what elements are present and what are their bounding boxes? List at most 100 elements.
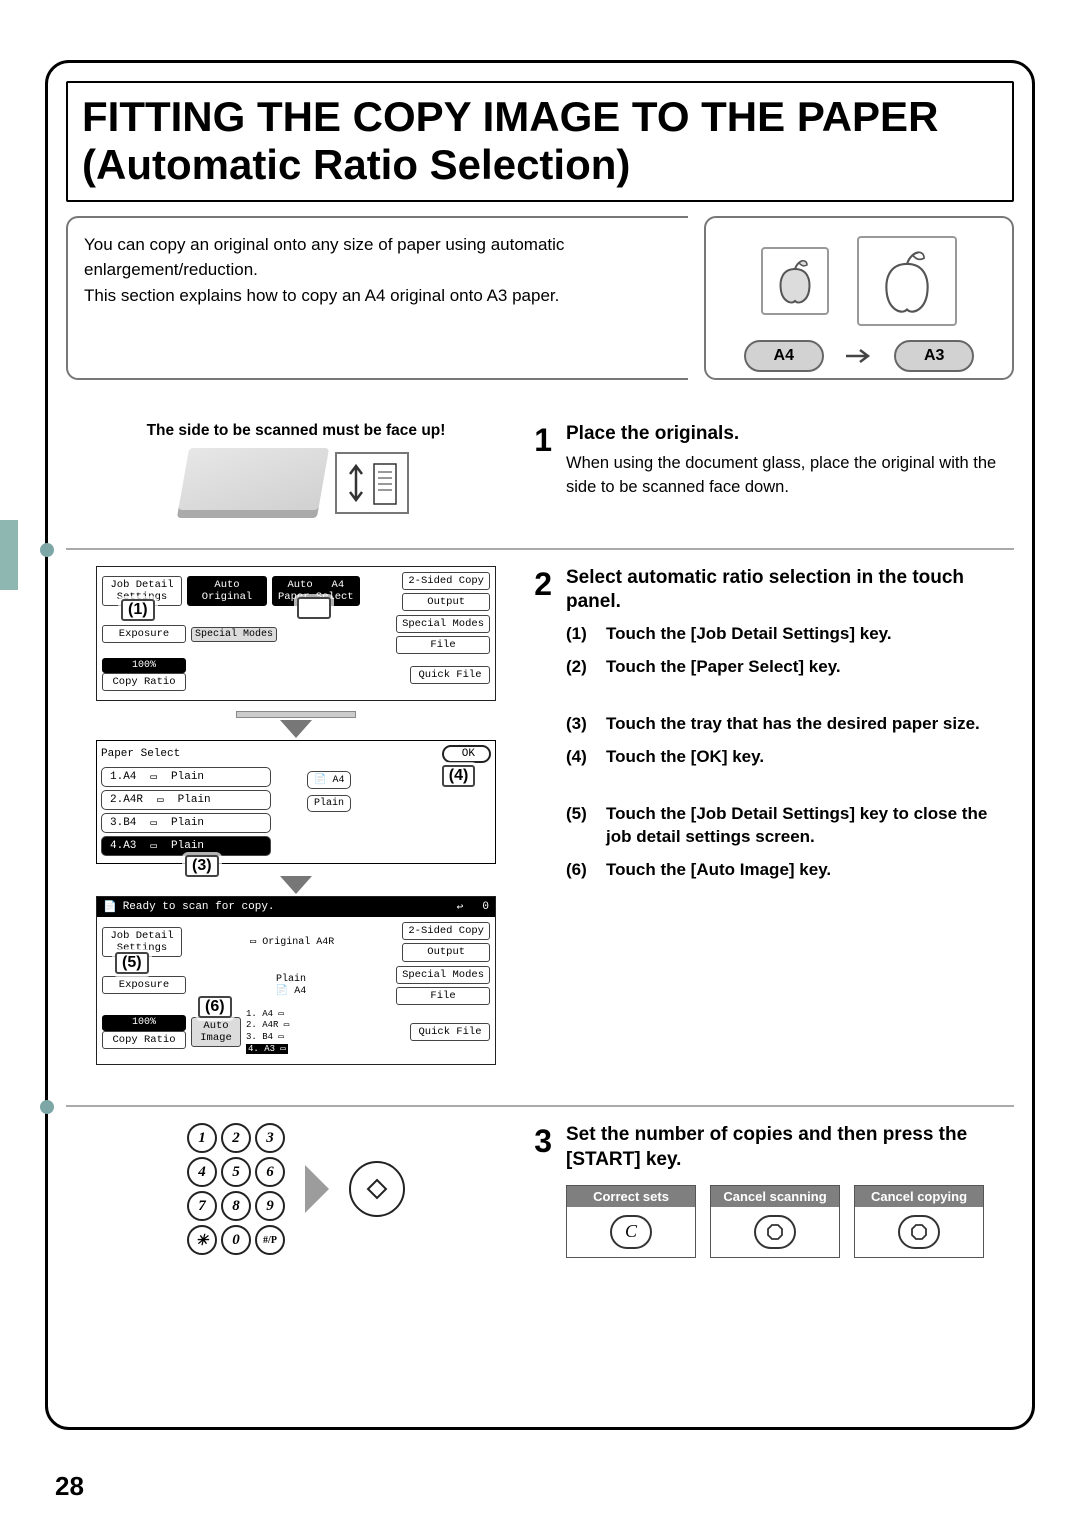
sub-item-3: (3)Touch the tray that has the desired p…: [566, 713, 1014, 736]
down-arrow-icon: [280, 876, 312, 894]
intro-line1: You can copy an original onto any size o…: [84, 232, 672, 283]
size-a4: A4: [744, 340, 824, 372]
quick-file-button[interactable]: Quick File: [410, 666, 490, 684]
output-button-2[interactable]: Output: [402, 943, 490, 961]
key-4[interactable]: 4: [187, 1157, 217, 1187]
special-modes-button-2[interactable]: Special Modes: [396, 966, 490, 984]
tray-4-selected[interactable]: 4.A3▭Plain: [101, 836, 271, 856]
down-arrow-icon: [280, 720, 312, 738]
plain-label: Plain: [276, 974, 306, 985]
exposure-button-2[interactable]: Exposure: [102, 976, 186, 994]
sub-item-1: (1)Touch the [Job Detail Settings] key.: [566, 623, 1014, 646]
step-3-title: Set the number of copies and then press …: [566, 1123, 1014, 1172]
apple-icon: [875, 244, 939, 318]
start-button[interactable]: [349, 1161, 405, 1217]
step-1-num: 1: [526, 422, 552, 511]
auto-image-button[interactable]: AutoImage (6): [191, 1017, 241, 1047]
tray-1[interactable]: 1.A4▭Plain: [101, 767, 271, 787]
sub-item-5: (5)Touch the [Job Detail Settings] key t…: [566, 803, 1014, 849]
quick-file-button-2[interactable]: Quick File: [410, 1023, 490, 1041]
step-1-desc: When using the document glass, place the…: [566, 452, 1014, 500]
cancel-scanning-hdr: Cancel scanning: [711, 1186, 839, 1207]
page-title: FITTING THE COPY IMAGE TO THE PAPER (Aut…: [82, 93, 998, 190]
cancel-copying-box: Cancel copying: [854, 1185, 984, 1258]
key-6[interactable]: 6: [255, 1157, 285, 1187]
page-number: 28: [55, 1471, 84, 1502]
job-detail-settings-button[interactable]: Job DetailSettings (1): [102, 576, 182, 606]
key-1[interactable]: 1: [187, 1123, 217, 1153]
key-hash-p[interactable]: #/P: [255, 1225, 285, 1255]
copy-ratio-value: 100%: [102, 658, 186, 674]
touch-panel-2: 📄 Ready to scan for copy. ↩ 0 Job Detail…: [96, 896, 496, 1065]
ok-button[interactable]: OK (4): [442, 745, 491, 763]
start-diamond-icon: [366, 1178, 388, 1200]
stop-key-2[interactable]: [898, 1215, 940, 1249]
numeric-keypad: 1 2 3 4 5 6 7 8 9 ✳ 0 #/P: [187, 1123, 285, 1255]
paper-select-header: Paper Select: [101, 748, 180, 760]
document-feed-icon: [335, 452, 409, 514]
ok-label: OK: [462, 748, 475, 760]
copies-count: 0: [482, 901, 489, 913]
correct-sets-box: Correct sets C: [566, 1185, 696, 1258]
job-detail-settings-button-2[interactable]: Job DetailSettings (5): [102, 927, 182, 957]
key-2[interactable]: 2: [221, 1123, 251, 1153]
copy-ratio-button[interactable]: Copy Ratio: [102, 673, 186, 691]
exposure-button[interactable]: Exposure: [102, 625, 186, 643]
file-button[interactable]: File: [396, 636, 490, 654]
original-label: Original A4R: [262, 937, 334, 948]
callout-1: (1): [121, 599, 155, 621]
callout-6: (6): [198, 996, 232, 1018]
stop-icon: [766, 1223, 784, 1241]
correct-sets-hdr: Correct sets: [567, 1186, 695, 1207]
touch-panel-1: Job DetailSettings (1) AutoOriginal Auto…: [96, 566, 496, 702]
key-5[interactable]: 5: [221, 1157, 251, 1187]
step-1-row: The side to be scanned must be face up! …: [66, 406, 1014, 548]
scan-caption: The side to be scanned must be face up!: [147, 422, 446, 440]
intro-line2: This section explains how to copy an A4 …: [84, 283, 672, 309]
key-3[interactable]: 3: [255, 1123, 285, 1153]
sub-item-6: (6)Touch the [Auto Image] key.: [566, 859, 1014, 882]
divider-dot-icon: [40, 1100, 54, 1114]
stop-key-1[interactable]: [754, 1215, 796, 1249]
tray-2[interactable]: 2.A4R▭Plain: [101, 790, 271, 810]
intro-row: You can copy an original onto any size o…: [66, 216, 1014, 380]
divider-dot-icon: [40, 543, 54, 557]
special-modes-chip[interactable]: Special Modes: [191, 627, 277, 643]
step-2-num: 2: [526, 566, 552, 892]
step-2-title: Select automatic ratio selection in the …: [566, 566, 1014, 615]
cancel-copying-hdr: Cancel copying: [855, 1186, 983, 1207]
size-diagram: A4 A3: [704, 216, 1014, 380]
key-9[interactable]: 9: [255, 1191, 285, 1221]
key-7[interactable]: 7: [187, 1191, 217, 1221]
special-modes-button[interactable]: Special Modes: [396, 615, 490, 633]
step-3-num: 3: [526, 1123, 552, 1257]
sub-item-2: (2)Touch the [Paper Select] key.: [566, 656, 1014, 679]
copy-ratio-value-2: 100%: [102, 1015, 186, 1031]
file-button-2[interactable]: File: [396, 987, 490, 1005]
apple-icon: [773, 255, 817, 307]
key-0[interactable]: 0: [221, 1225, 251, 1255]
key-8[interactable]: 8: [221, 1191, 251, 1221]
sub-item-4: (4)Touch the [OK] key.: [566, 746, 1014, 769]
copy-ratio-button-2[interactable]: Copy Ratio: [102, 1031, 186, 1049]
side-chip-plain: Plain: [307, 795, 351, 812]
two-sided-copy-button[interactable]: 2-Sided Copy: [402, 572, 490, 590]
arrow-right-icon: [844, 347, 874, 365]
cancel-scanning-box: Cancel scanning: [710, 1185, 840, 1258]
key-star[interactable]: ✳: [187, 1225, 217, 1255]
title-box: FITTING THE COPY IMAGE TO THE PAPER (Aut…: [66, 81, 1014, 202]
auto-original-button[interactable]: AutoOriginal: [187, 576, 267, 606]
paper-select-button[interactable]: Auto A4Paper Select (2): [272, 576, 360, 606]
page-frame: FITTING THE COPY IMAGE TO THE PAPER (Aut…: [45, 60, 1035, 1430]
scanner-figure: [177, 448, 329, 518]
side-tab: [0, 520, 18, 590]
size-a3: A3: [894, 340, 974, 372]
triangle-right-icon: [305, 1165, 329, 1213]
callout-3: (3): [185, 855, 219, 877]
output-button[interactable]: Output: [402, 593, 490, 611]
tray-3[interactable]: 3.B4▭Plain: [101, 813, 271, 833]
paper-select-panel: Paper Select OK (4) 1.A4▭Plain 2.A4R▭Pla…: [96, 740, 496, 864]
apple-a3: [857, 236, 957, 326]
clear-key[interactable]: C: [610, 1215, 652, 1249]
two-sided-copy-button-2[interactable]: 2-Sided Copy: [402, 922, 490, 940]
